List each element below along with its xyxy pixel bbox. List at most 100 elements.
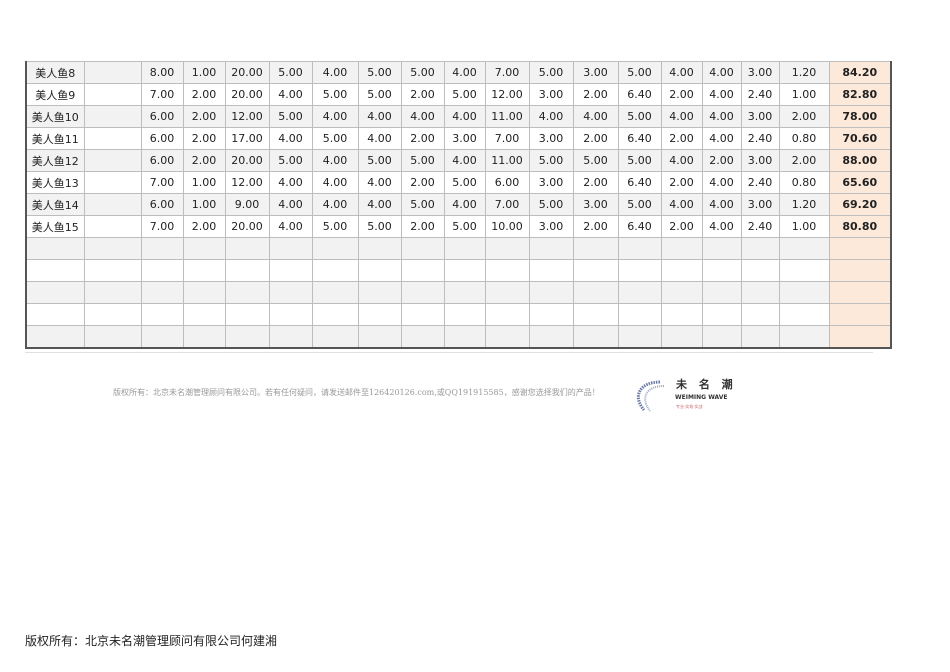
score-cell[interactable]: 5.00 (400, 193, 445, 216)
score-cell[interactable]: 5.00 (443, 83, 486, 106)
total-cell[interactable]: 84.20 (828, 61, 892, 84)
blank-cell[interactable] (83, 215, 142, 238)
score-cell[interactable]: 4.00 (443, 105, 486, 128)
score-cell[interactable] (400, 303, 445, 326)
blank-cell[interactable] (83, 303, 142, 326)
blank-cell[interactable] (83, 149, 142, 172)
score-cell[interactable]: 1.20 (778, 61, 830, 84)
score-cell[interactable]: 2.00 (182, 127, 226, 150)
score-cell[interactable] (528, 303, 574, 326)
score-cell[interactable] (701, 259, 742, 282)
score-cell[interactable]: 4.00 (660, 193, 703, 216)
score-cell[interactable]: 17.00 (224, 127, 270, 150)
score-cell[interactable] (572, 237, 619, 260)
score-cell[interactable] (140, 303, 184, 326)
score-cell[interactable]: 6.00 (484, 171, 530, 194)
score-cell[interactable]: 5.00 (268, 61, 313, 84)
score-cell[interactable]: 8.00 (140, 61, 184, 84)
score-cell[interactable]: 7.00 (484, 193, 530, 216)
score-cell[interactable] (484, 237, 530, 260)
total-cell[interactable] (828, 237, 892, 260)
score-cell[interactable]: 4.00 (701, 83, 742, 106)
score-cell[interactable]: 2.40 (740, 83, 780, 106)
score-cell[interactable] (268, 325, 313, 349)
score-cell[interactable] (443, 237, 486, 260)
score-cell[interactable] (400, 237, 445, 260)
score-cell[interactable]: 2.00 (400, 83, 445, 106)
score-cell[interactable] (660, 259, 703, 282)
score-cell[interactable] (357, 303, 402, 326)
score-cell[interactable] (268, 237, 313, 260)
blank-cell[interactable] (83, 325, 142, 349)
score-cell[interactable]: 4.00 (443, 61, 486, 84)
score-cell[interactable]: 5.00 (357, 215, 402, 238)
score-cell[interactable]: 2.00 (778, 149, 830, 172)
score-cell[interactable] (443, 303, 486, 326)
blank-cell[interactable] (83, 281, 142, 304)
score-cell[interactable]: 5.00 (357, 83, 402, 106)
score-cell[interactable]: 4.00 (357, 193, 402, 216)
score-cell[interactable]: 4.00 (443, 149, 486, 172)
score-cell[interactable] (740, 303, 780, 326)
score-cell[interactable]: 20.00 (224, 215, 270, 238)
score-cell[interactable]: 12.00 (484, 83, 530, 106)
score-cell[interactable] (182, 325, 226, 349)
score-cell[interactable] (400, 325, 445, 349)
score-cell[interactable]: 6.40 (617, 127, 662, 150)
score-cell[interactable]: 1.00 (182, 193, 226, 216)
score-cell[interactable]: 2.00 (660, 83, 703, 106)
score-cell[interactable]: 4.00 (357, 171, 402, 194)
score-cell[interactable] (140, 325, 184, 349)
blank-cell[interactable] (83, 105, 142, 128)
score-cell[interactable]: 6.40 (617, 83, 662, 106)
score-cell[interactable]: 6.00 (140, 105, 184, 128)
score-cell[interactable]: 2.00 (182, 149, 226, 172)
score-cell[interactable]: 5.00 (357, 149, 402, 172)
score-cell[interactable]: 7.00 (140, 83, 184, 106)
score-cell[interactable]: 7.00 (140, 171, 184, 194)
score-cell[interactable]: 2.00 (701, 149, 742, 172)
score-cell[interactable]: 4.00 (268, 127, 313, 150)
score-cell[interactable]: 5.00 (400, 61, 445, 84)
name-cell[interactable]: 美人鱼13 (25, 171, 85, 194)
name-cell[interactable]: 美人鱼8 (25, 61, 85, 84)
score-cell[interactable]: 5.00 (311, 215, 359, 238)
total-cell[interactable]: 80.80 (828, 215, 892, 238)
score-cell[interactable] (311, 281, 359, 304)
score-cell[interactable]: 4.00 (268, 83, 313, 106)
score-cell[interactable] (268, 281, 313, 304)
score-cell[interactable]: 2.00 (778, 105, 830, 128)
score-cell[interactable] (484, 303, 530, 326)
score-cell[interactable]: 5.00 (617, 193, 662, 216)
total-cell[interactable]: 88.00 (828, 149, 892, 172)
score-cell[interactable] (572, 281, 619, 304)
score-cell[interactable]: 7.00 (484, 61, 530, 84)
score-cell[interactable]: 2.00 (400, 171, 445, 194)
score-cell[interactable]: 4.00 (660, 61, 703, 84)
score-cell[interactable] (224, 325, 270, 349)
score-cell[interactable]: 7.00 (484, 127, 530, 150)
score-cell[interactable]: 2.40 (740, 127, 780, 150)
score-cell[interactable] (140, 237, 184, 260)
total-cell[interactable]: 82.80 (828, 83, 892, 106)
score-cell[interactable]: 5.00 (617, 61, 662, 84)
score-cell[interactable] (617, 259, 662, 282)
score-cell[interactable]: 20.00 (224, 83, 270, 106)
score-cell[interactable] (182, 281, 226, 304)
score-cell[interactable] (268, 259, 313, 282)
score-cell[interactable] (224, 259, 270, 282)
score-cell[interactable] (182, 237, 226, 260)
score-cell[interactable]: 2.00 (400, 215, 445, 238)
score-cell[interactable] (484, 259, 530, 282)
score-cell[interactable] (182, 303, 226, 326)
score-cell[interactable] (778, 281, 830, 304)
blank-cell[interactable] (83, 61, 142, 84)
score-cell[interactable] (701, 303, 742, 326)
score-cell[interactable]: 4.00 (311, 105, 359, 128)
score-cell[interactable]: 20.00 (224, 149, 270, 172)
score-cell[interactable]: 5.00 (443, 171, 486, 194)
score-cell[interactable] (528, 259, 574, 282)
blank-cell[interactable] (83, 259, 142, 282)
name-cell[interactable]: 美人鱼10 (25, 105, 85, 128)
score-cell[interactable]: 4.00 (443, 193, 486, 216)
